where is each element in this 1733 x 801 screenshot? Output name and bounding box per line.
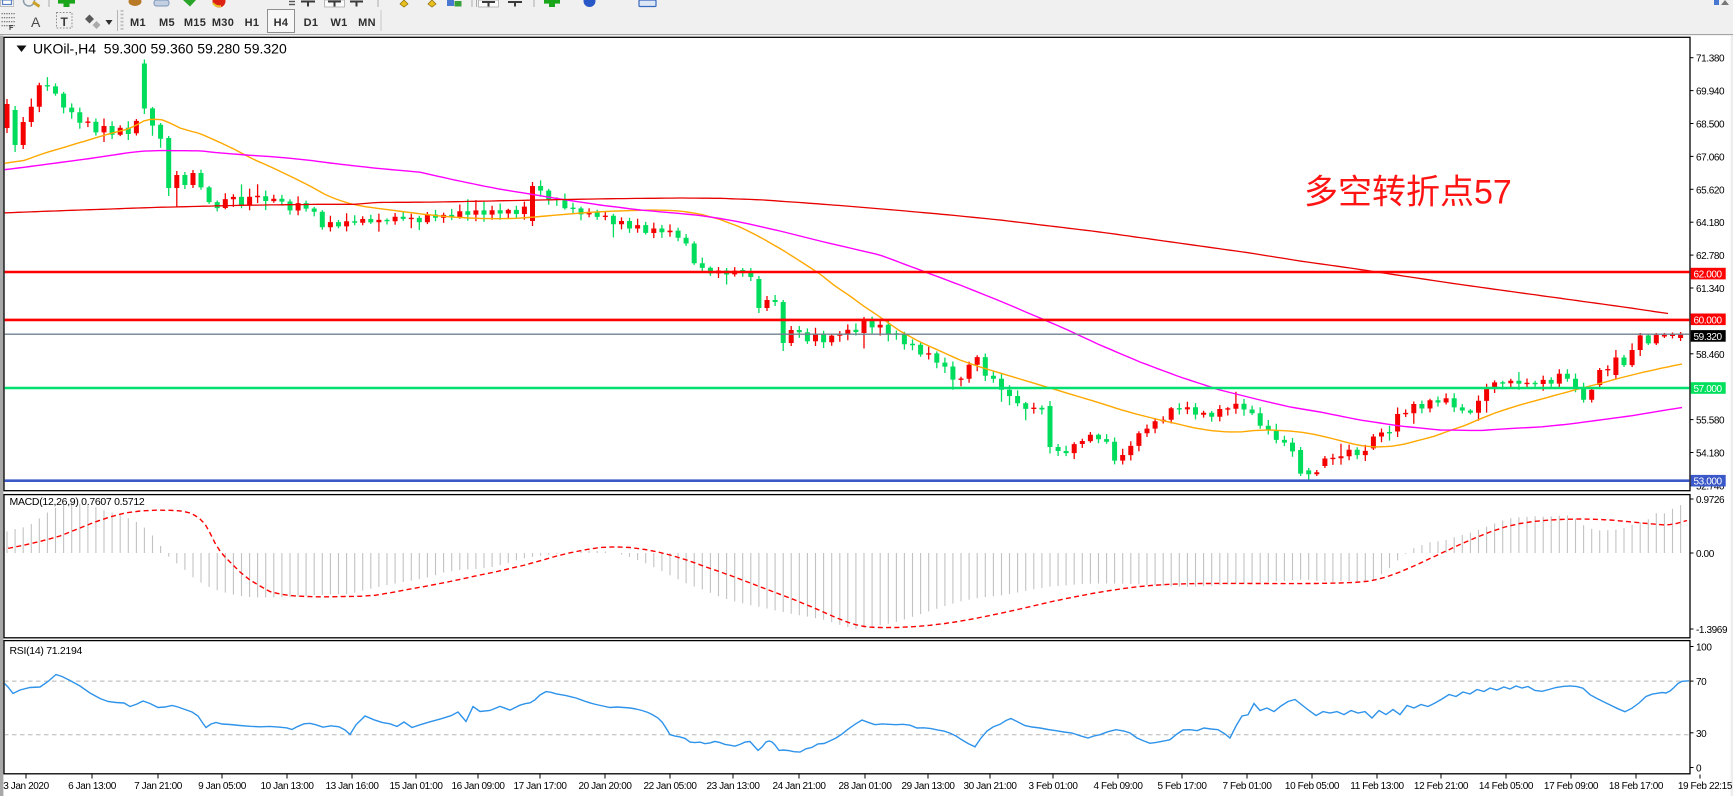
- svg-text:13 Jan 16:00: 13 Jan 16:00: [325, 781, 379, 792]
- svg-text:10 Feb 05:00: 10 Feb 05:00: [1285, 781, 1340, 792]
- svg-text:29 Jan 13:00: 29 Jan 13:00: [901, 781, 955, 792]
- svg-text:65.620: 65.620: [1696, 185, 1725, 196]
- svg-text:M30: M30: [212, 17, 234, 29]
- svg-text:M5: M5: [159, 17, 175, 29]
- svg-text:17 Jan 17:00: 17 Jan 17:00: [513, 781, 567, 792]
- svg-text:16 Jan 09:00: 16 Jan 09:00: [451, 781, 505, 792]
- svg-text:4 Feb 09:00: 4 Feb 09:00: [1094, 781, 1144, 792]
- svg-text:MN: MN: [358, 17, 376, 29]
- svg-text:H4: H4: [274, 17, 289, 29]
- svg-text:3 Feb 01:00: 3 Feb 01:00: [1029, 781, 1079, 792]
- svg-text:-1.3969: -1.3969: [1696, 625, 1728, 636]
- svg-text:F: F: [9, 25, 14, 32]
- svg-text:55.580: 55.580: [1696, 416, 1725, 427]
- svg-text:5 Feb 17:00: 5 Feb 17:00: [1158, 781, 1208, 792]
- svg-text:24 Jan 21:00: 24 Jan 21:00: [772, 781, 826, 792]
- svg-text:61.340: 61.340: [1696, 284, 1725, 295]
- svg-text:67.060: 67.060: [1696, 152, 1725, 163]
- svg-text:54.180: 54.180: [1696, 449, 1725, 460]
- svg-text:53.000: 53.000: [1694, 477, 1723, 488]
- svg-text:M15: M15: [184, 17, 206, 29]
- svg-text:30: 30: [1696, 729, 1707, 740]
- svg-text:7 Feb 01:00: 7 Feb 01:00: [1223, 781, 1273, 792]
- svg-text:M1: M1: [130, 17, 146, 29]
- svg-text:14 Feb 05:00: 14 Feb 05:00: [1479, 781, 1534, 792]
- svg-text:17 Feb 09:00: 17 Feb 09:00: [1544, 781, 1599, 792]
- svg-text:19 Feb 22:15: 19 Feb 22:15: [1678, 781, 1733, 792]
- svg-text:62.780: 62.780: [1696, 251, 1725, 262]
- svg-text:9 Jan 05:00: 9 Jan 05:00: [198, 781, 247, 792]
- svg-text:64.180: 64.180: [1696, 218, 1725, 229]
- svg-text:18 Feb 17:00: 18 Feb 17:00: [1609, 781, 1664, 792]
- svg-text:22 Jan 05:00: 22 Jan 05:00: [643, 781, 697, 792]
- svg-text:10 Jan 13:00: 10 Jan 13:00: [260, 781, 314, 792]
- svg-text:多空转折点57: 多空转折点57: [1304, 174, 1512, 212]
- svg-text:15 Jan 01:00: 15 Jan 01:00: [389, 781, 443, 792]
- svg-text:MACD(12,26,9) 0.7607 0.5712: MACD(12,26,9) 0.7607 0.5712: [10, 496, 145, 508]
- svg-text:6 Jan 13:00: 6 Jan 13:00: [68, 781, 117, 792]
- svg-text:70: 70: [1696, 677, 1707, 688]
- svg-text:0.9726: 0.9726: [1696, 495, 1725, 506]
- svg-text:W1: W1: [330, 17, 347, 29]
- svg-text:A: A: [31, 14, 41, 30]
- svg-text:T: T: [61, 15, 69, 29]
- svg-text:11 Feb 13:00: 11 Feb 13:00: [1350, 781, 1404, 792]
- svg-text:57.000: 57.000: [1694, 384, 1723, 395]
- svg-text:100: 100: [1696, 643, 1712, 654]
- svg-text:0.00: 0.00: [1696, 549, 1715, 560]
- svg-text:30 Jan 21:00: 30 Jan 21:00: [963, 781, 1017, 792]
- svg-text:71.380: 71.380: [1696, 54, 1725, 65]
- svg-text:7 Jan 21:00: 7 Jan 21:00: [134, 781, 183, 792]
- svg-text:68.500: 68.500: [1696, 120, 1725, 131]
- svg-text:60.000: 60.000: [1694, 315, 1723, 326]
- svg-text:28 Jan 01:00: 28 Jan 01:00: [838, 781, 892, 792]
- svg-text:58.460: 58.460: [1696, 350, 1725, 361]
- svg-text:62.000: 62.000: [1694, 270, 1723, 281]
- svg-text:20 Jan 20:00: 20 Jan 20:00: [578, 781, 632, 792]
- svg-text:52.740: 52.740: [1696, 481, 1725, 492]
- svg-text:0: 0: [1696, 764, 1702, 775]
- svg-text:59.320: 59.320: [1694, 332, 1723, 343]
- svg-text:RSI(14) 71.2194: RSI(14) 71.2194: [10, 645, 83, 657]
- svg-text:23 Jan 13:00: 23 Jan 13:00: [706, 781, 760, 792]
- svg-text:UKOil-,H4 59.300 59.360 59.28: UKOil-,H4 59.300 59.360 59.280 59.320: [33, 41, 287, 57]
- svg-text:12 Feb 21:00: 12 Feb 21:00: [1414, 781, 1469, 792]
- svg-text:3 Jan 2020: 3 Jan 2020: [3, 781, 49, 792]
- svg-text:H1: H1: [245, 17, 260, 29]
- svg-text:D1: D1: [304, 17, 319, 29]
- svg-text:69.940: 69.940: [1696, 87, 1725, 98]
